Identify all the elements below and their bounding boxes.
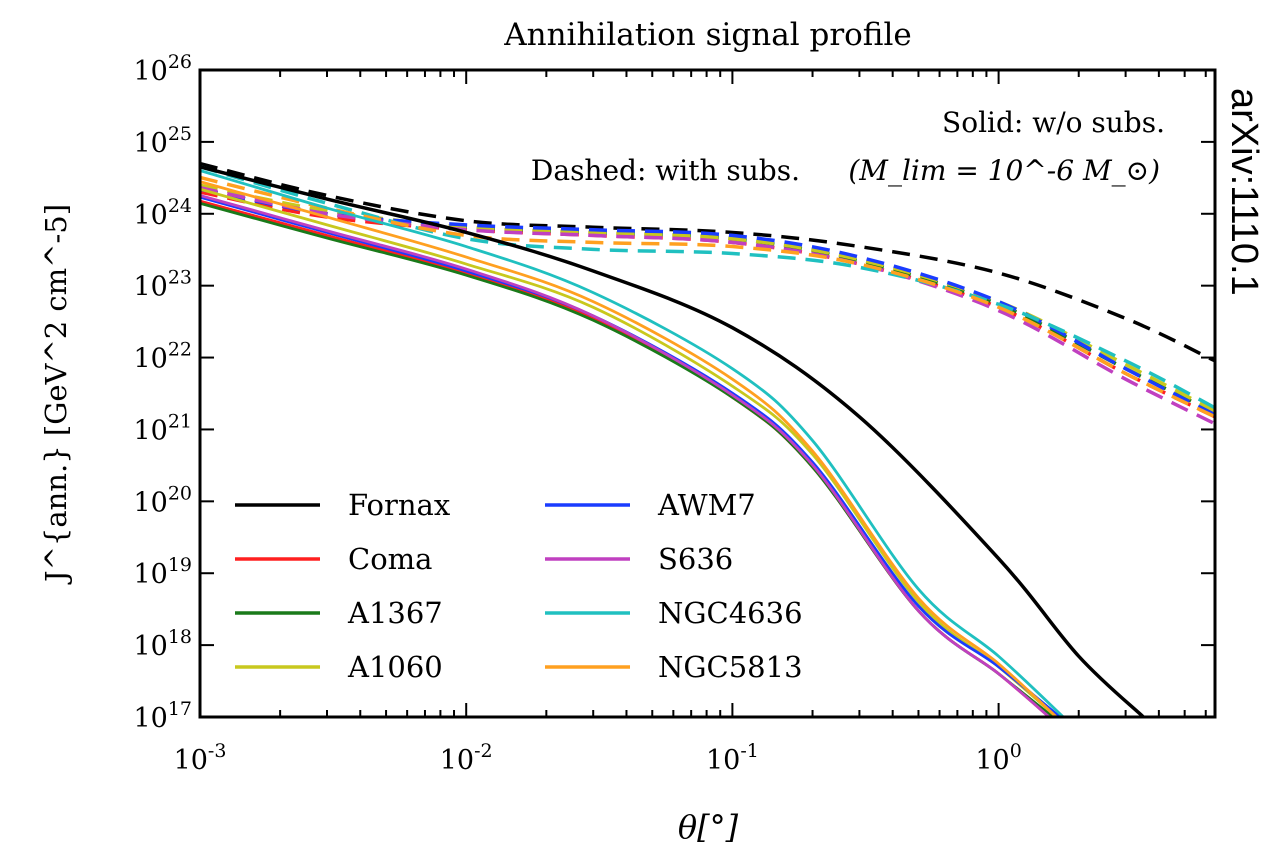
- x-axis-label: θ[°]: [678, 808, 739, 846]
- annotation-solid: Solid: w/o subs.: [942, 106, 1165, 139]
- legend-label-a1060: A1060: [347, 650, 443, 684]
- x-tick-label: 100: [975, 740, 1021, 776]
- y-tick-label: 1021: [133, 410, 192, 446]
- legend: Fornax Coma A1367 A1060 AWM7 S636 NGC4636 NGC58…: [235, 488, 803, 684]
- series-ngc4636-solid-line: [200, 169, 1065, 717]
- series-fornax-solid-line: [200, 165, 1145, 717]
- y-axis-ticks: [200, 69, 1215, 718]
- series-coma-dashed-line: [200, 190, 1215, 419]
- series-a1060-solid-line: [200, 187, 1058, 717]
- y-tick-label: 1017: [133, 698, 192, 734]
- y-tick-label: 1023: [133, 267, 192, 303]
- x-axis-ticks: [199, 70, 1207, 717]
- y-axis-tick-labels: 1017 1018 1019 1020 1021 1022 1023 1024 1025 1026: [133, 51, 192, 734]
- legend-label-ngc4636: NGC4636: [658, 596, 803, 630]
- legend-label-awm7: AWM7: [657, 488, 756, 522]
- x-tick-label: 10-3: [174, 740, 227, 776]
- legend-label-a1367: A1367: [347, 596, 443, 630]
- legend-label-coma: Coma: [348, 542, 432, 576]
- y-tick-label: 1018: [133, 626, 192, 662]
- chart-title: Annihilation signal profile: [503, 17, 912, 53]
- y-axis-label: J^{ann.} [GeV^2 cm^-5]: [39, 204, 73, 585]
- legend-label-fornax: Fornax: [348, 488, 450, 522]
- series-s636-solid-line: [200, 194, 1051, 717]
- annotation-mlim: (M_lim = 10^-6 M_⊙): [848, 154, 1160, 187]
- x-tick-label: 10-2: [440, 740, 493, 776]
- y-tick-label: 1026: [133, 51, 192, 87]
- y-tick-label: 1024: [133, 195, 192, 231]
- y-tick-label: 1020: [133, 482, 192, 518]
- y-tick-label: 1022: [133, 339, 192, 375]
- series-layer: [200, 161, 1215, 717]
- y-tick-label: 1025: [133, 123, 192, 159]
- legend-label-ngc5813: NGC5813: [658, 650, 803, 684]
- series-fornax-dashed-line: [200, 161, 1215, 363]
- x-axis-tick-labels: 10-3 10-2 10-1 100: [174, 740, 1022, 776]
- arxiv-watermark: arXiv:1110.1: [1223, 88, 1265, 296]
- legend-label-s636: S636: [658, 542, 733, 576]
- x-tick-label: 10-1: [706, 740, 759, 776]
- series-ngc5813-dashed-line: [200, 175, 1215, 419]
- y-tick-label: 1019: [133, 554, 192, 590]
- series-awm7-solid-line: [200, 195, 1061, 717]
- series-ngc5813-solid-line: [200, 180, 1058, 717]
- series-ngc4636-dashed-line: [200, 165, 1215, 410]
- annotation-dashed: Dashed: with subs.: [531, 154, 800, 187]
